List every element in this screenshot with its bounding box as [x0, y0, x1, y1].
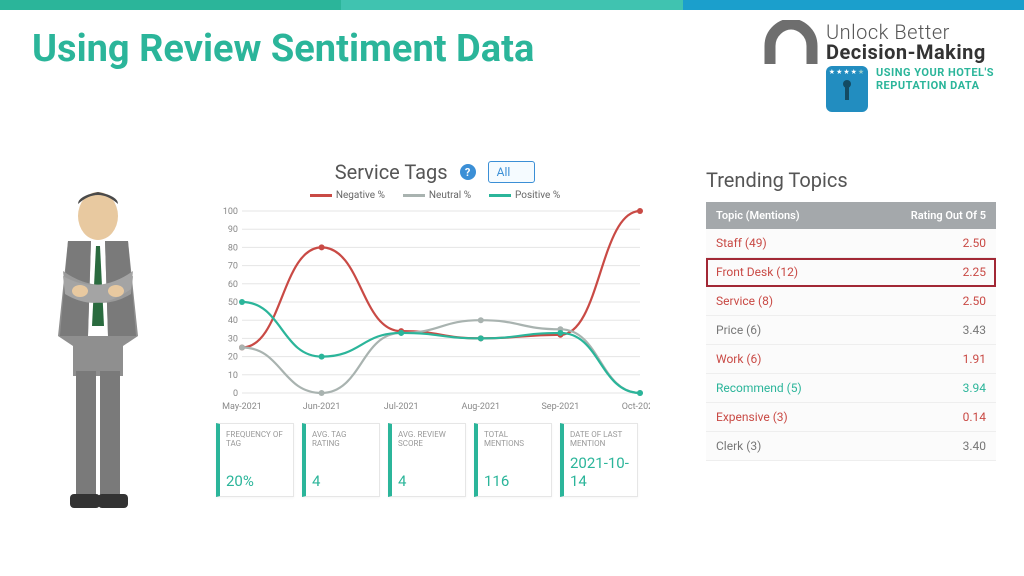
- svg-text:May-2021: May-2021: [222, 402, 262, 412]
- brand-logo: Unlock Better Decision-Making ★★★★★ USIN…: [764, 20, 994, 112]
- svg-text:0: 0: [233, 389, 238, 399]
- trending-topics-panel: Trending Topics Topic (Mentions) Rating …: [706, 168, 996, 461]
- trending-header-left: Topic (Mentions): [716, 209, 800, 222]
- svg-text:20: 20: [228, 353, 238, 363]
- trending-row[interactable]: Price (6) 3.43: [706, 316, 996, 345]
- stat-card: TOTAL MENTIONS 116: [474, 423, 552, 497]
- trending-rating: 3.40: [963, 439, 986, 453]
- stat-label: TOTAL MENTIONS: [484, 430, 545, 448]
- svg-text:10: 10: [228, 371, 238, 381]
- trending-row[interactable]: Expensive (3) 0.14: [706, 403, 996, 432]
- businessman-illustration: [28, 186, 168, 526]
- tag-filter-select[interactable]: All: [488, 161, 536, 183]
- svg-text:Oct-2021: Oct-2021: [622, 402, 650, 412]
- trending-topic: Staff (49): [716, 236, 767, 250]
- trending-row[interactable]: Recommend (5) 3.94: [706, 374, 996, 403]
- sentiment-line-chart: 0 10 20 30 40 50 60 70 80 90 100 May-2021 Jun-2021 Ju…: [210, 205, 650, 415]
- logo-tag1: USING YOUR HOTEL'S: [876, 66, 994, 79]
- svg-text:40: 40: [228, 316, 238, 326]
- top-accent-bar: [0, 0, 1024, 10]
- stat-value: 2021-10-14: [570, 454, 631, 490]
- trending-rating: 3.43: [963, 323, 986, 337]
- trending-topic: Price (6): [716, 323, 761, 337]
- svg-text:70: 70: [228, 262, 238, 272]
- trending-row[interactable]: Front Desk (12) 2.25: [706, 258, 996, 287]
- trending-rating: 2.50: [963, 294, 986, 308]
- trending-header-right: Rating Out Of 5: [911, 209, 986, 222]
- stat-value: 4: [398, 472, 459, 490]
- chart-title: Service Tags: [335, 160, 448, 184]
- trending-row[interactable]: Clerk (3) 3.40: [706, 432, 996, 461]
- svg-text:90: 90: [228, 225, 238, 235]
- trending-rating: 2.50: [963, 236, 986, 250]
- svg-text:Aug-2021: Aug-2021: [462, 402, 501, 412]
- help-icon[interactable]: ?: [460, 164, 476, 180]
- stat-label: DATE OF LAST MENTION: [570, 430, 631, 448]
- trending-rating: 1.91: [963, 352, 986, 366]
- lock-badge-icon: ★★★★★: [826, 66, 868, 112]
- trending-topic: Front Desk (12): [716, 265, 798, 279]
- stat-card: AVG. REVIEW SCORE 4: [388, 423, 466, 497]
- trending-row[interactable]: Service (8) 2.50: [706, 287, 996, 316]
- svg-text:60: 60: [228, 280, 238, 290]
- svg-text:Sep-2021: Sep-2021: [541, 402, 579, 412]
- svg-text:30: 30: [228, 334, 238, 344]
- svg-text:80: 80: [228, 243, 238, 253]
- sentiment-chart-panel: Service Tags ? All Negative %Neutral %Po…: [210, 160, 660, 497]
- page-title: Using Review Sentiment Data: [32, 28, 534, 72]
- stat-value: 116: [484, 472, 545, 490]
- trending-topic: Recommend (5): [716, 381, 802, 395]
- trending-rating: 0.14: [963, 410, 986, 424]
- trending-row[interactable]: Work (6) 1.91: [706, 345, 996, 374]
- stat-card: AVG. TAG RATING 4: [302, 423, 380, 497]
- chart-legend: Negative %Neutral %Positive %: [210, 190, 660, 201]
- stat-card-row: FREQUENCY OF TAG20%AVG. TAG RATING4AVG. …: [216, 423, 660, 497]
- trending-header: Topic (Mentions) Rating Out Of 5: [706, 202, 996, 229]
- stat-value: 4: [312, 472, 373, 490]
- logo-tag2: REPUTATION DATA: [876, 79, 994, 92]
- svg-text:Jun-2021: Jun-2021: [303, 402, 341, 412]
- svg-text:100: 100: [223, 207, 238, 217]
- trending-topic: Expensive (3): [716, 410, 788, 424]
- trending-rating: 2.25: [963, 265, 986, 279]
- svg-text:Jul-2021: Jul-2021: [384, 402, 419, 412]
- logo-line2: Decision-Making: [826, 40, 994, 64]
- stat-label: AVG. REVIEW SCORE: [398, 430, 459, 448]
- trending-topic: Clerk (3): [716, 439, 761, 453]
- stat-label: AVG. TAG RATING: [312, 430, 373, 448]
- stat-card: FREQUENCY OF TAG 20%: [216, 423, 294, 497]
- stat-value: 20%: [226, 472, 287, 490]
- trending-title: Trending Topics: [706, 168, 996, 192]
- trending-topic: Service (8): [716, 294, 773, 308]
- arch-icon: [764, 20, 818, 64]
- trending-topic: Work (6): [716, 352, 761, 366]
- stat-card: DATE OF LAST MENTION 2021-10-14: [560, 423, 638, 497]
- trending-rating: 3.94: [963, 381, 986, 395]
- stat-label: FREQUENCY OF TAG: [226, 430, 287, 448]
- trending-row[interactable]: Staff (49) 2.50: [706, 229, 996, 258]
- svg-text:50: 50: [228, 298, 238, 308]
